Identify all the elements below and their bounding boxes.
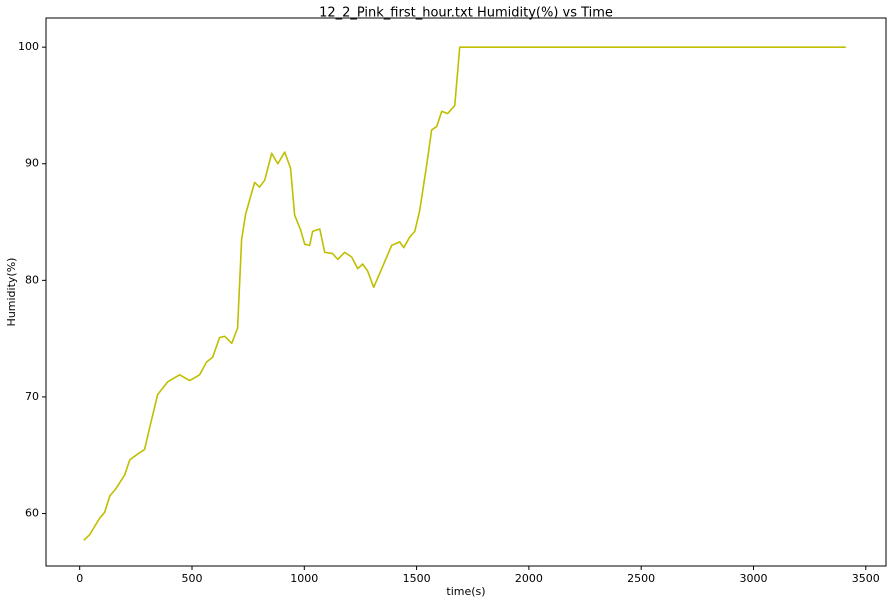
line — [83, 46, 846, 541]
x-tick-label: 500 — [181, 572, 202, 585]
plot-frame — [45, 17, 887, 567]
x-axis-label: time(s) — [446, 585, 485, 598]
x-tick-label: 2000 — [515, 572, 543, 585]
x-tick-label: 3500 — [852, 572, 880, 585]
x-tick-label: 1500 — [403, 572, 431, 585]
chart-title: 12_2_Pink_first_hour.txt Humidity(%) vs … — [319, 6, 613, 21]
y-tick-label: 100 — [18, 40, 39, 53]
x-tick-label: 3000 — [739, 572, 767, 585]
y-tick-label: 90 — [25, 157, 39, 170]
x-tick-label: 2500 — [627, 572, 655, 585]
x-tick-label: 0 — [76, 572, 83, 585]
y-axis-label: Humidity(%) — [5, 258, 18, 327]
y-tick-label: 60 — [25, 507, 39, 520]
x-tick-label: 1000 — [290, 572, 318, 585]
y-tick-label: 70 — [25, 390, 39, 403]
y-tick-label: 80 — [25, 273, 39, 286]
